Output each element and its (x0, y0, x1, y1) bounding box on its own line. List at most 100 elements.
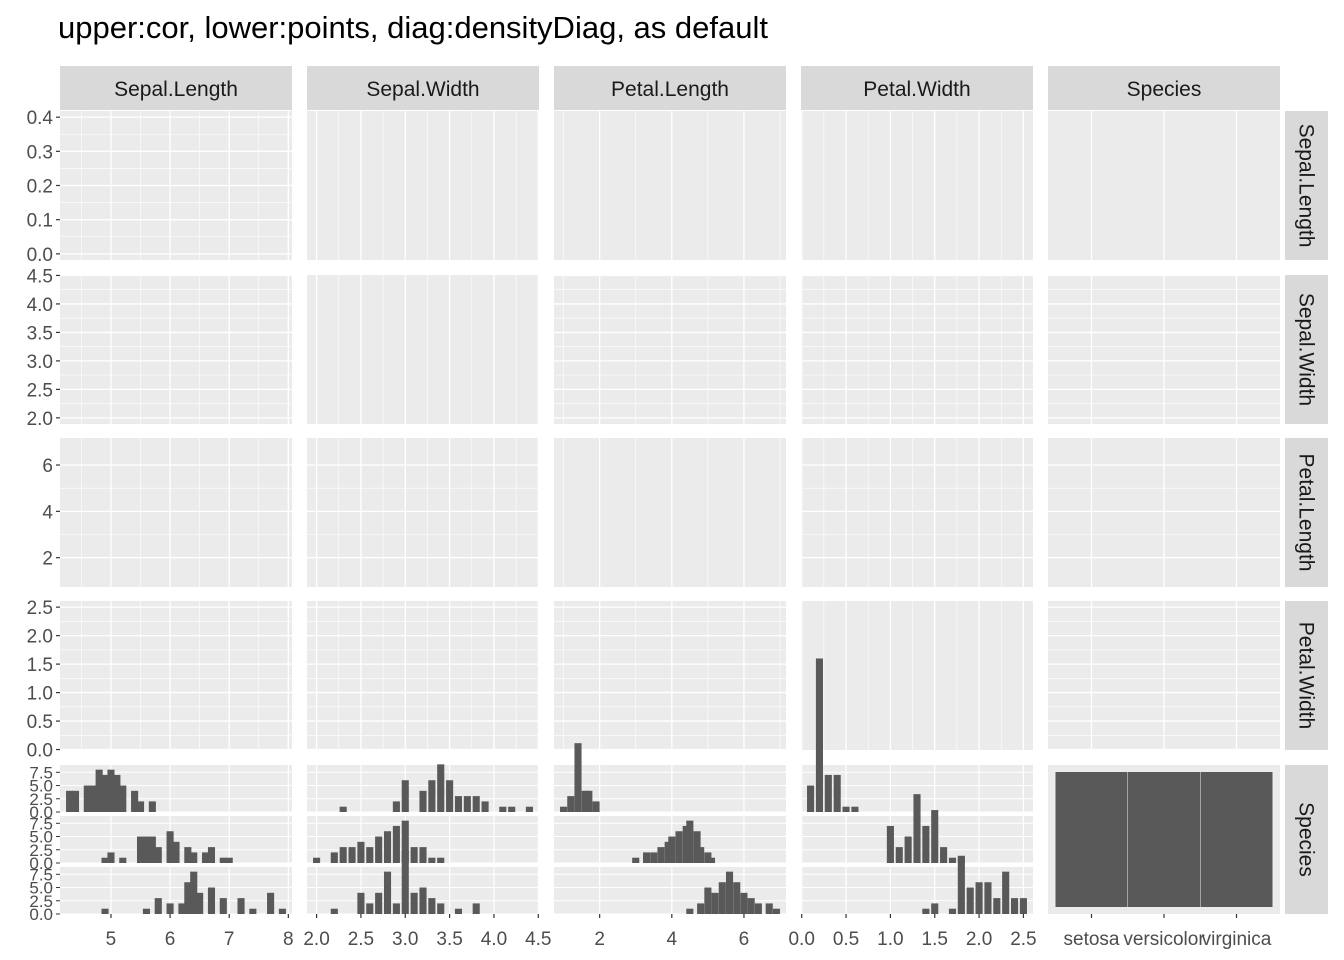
histogram-bar (219, 898, 227, 914)
histogram-bar (267, 892, 275, 914)
histogram-bar (113, 774, 121, 812)
strip-right-label: Sepal.Length (1295, 124, 1318, 248)
histogram-bar (733, 882, 741, 914)
strip-right-species (1285, 765, 1328, 914)
panel-species-vs-sepal-width (307, 764, 539, 915)
histogram-bar (196, 892, 204, 914)
histogram-bar (401, 780, 409, 812)
y-tick-label: 0.0 (27, 741, 53, 762)
strip-top-petal-length (554, 66, 786, 110)
histogram-bar (481, 801, 489, 812)
facet-bg (60, 867, 292, 914)
strip-top-sepal-length (60, 66, 292, 110)
histogram-bar (437, 764, 445, 812)
histogram-bar (148, 801, 156, 812)
histogram-bar (525, 806, 533, 812)
strip-top-label: Species (1127, 78, 1202, 101)
x-tick-label: 0.0 (788, 929, 814, 950)
panel-bg (801, 111, 1033, 260)
histogram-bar (772, 908, 780, 914)
histogram-bar (339, 806, 347, 812)
histogram-bar (851, 806, 859, 812)
y-tick-label: 7.5 (29, 814, 53, 833)
panel-bg (554, 111, 786, 260)
strip-right-label: Sepal.Width (1295, 293, 1318, 406)
panel-bg (554, 438, 786, 587)
histogram-bar (392, 903, 400, 914)
x-tick-label: 5 (106, 929, 117, 950)
y-tick-label: 6 (42, 456, 53, 477)
y-tick-label: 5.0 (29, 828, 53, 847)
histogram-bar (190, 852, 198, 863)
x-tick-label: 2.0 (303, 929, 329, 950)
histogram-bar (567, 796, 575, 812)
histogram-bar (833, 774, 841, 812)
histogram-bar (428, 898, 436, 914)
y-tick-label: 0.0 (27, 245, 53, 266)
histogram-bar (581, 790, 589, 812)
histogram-bar (454, 796, 463, 812)
histogram-bar (975, 882, 983, 914)
histogram-bar (89, 785, 97, 812)
x-tick-label: 3.0 (392, 929, 418, 950)
strip-right-petal-width (1285, 601, 1328, 750)
panel-species-vs-petal-length (554, 743, 786, 915)
strip-right-label: Petal.Length (1295, 454, 1318, 572)
y-tick-label: 1.5 (27, 655, 53, 676)
species-bar (1200, 772, 1273, 907)
histogram-bar (148, 836, 156, 863)
histogram-bar (178, 903, 186, 914)
histogram-bar (357, 841, 365, 863)
histogram-bar (136, 836, 145, 863)
panel-species-vs-sepal-length (60, 765, 292, 915)
histogram-bar (249, 908, 257, 914)
histogram-bar (499, 806, 507, 812)
histogram-bar (166, 903, 174, 914)
histogram-bar (643, 852, 651, 863)
y-tick-label: 3.5 (27, 323, 53, 344)
y-tick-label: 2.0 (27, 409, 53, 430)
histogram-bar (574, 743, 582, 812)
histogram-bar (657, 847, 665, 863)
y-tick-label: 4.5 (27, 266, 53, 287)
histogram-bar (693, 831, 701, 863)
histogram-bar (154, 898, 162, 914)
histogram-bar (1002, 871, 1010, 914)
y-tick-label: 2.5 (27, 598, 53, 619)
histogram-bar (410, 892, 418, 914)
histogram-bar (119, 785, 127, 812)
x-tick-label: 6 (739, 929, 750, 950)
panel-bg (307, 601, 539, 750)
histogram-bar (824, 774, 832, 812)
histogram-bar (446, 780, 454, 812)
panel-bg (60, 601, 292, 750)
histogram-bar (339, 847, 347, 863)
x-tick-label: setosa (1064, 929, 1120, 950)
histogram-bar (154, 847, 162, 863)
histogram-bar (650, 852, 658, 863)
histogram-bar (410, 847, 418, 863)
histogram-bar (166, 831, 174, 863)
x-tick-label: 6 (165, 929, 176, 950)
x-tick-label: 1.5 (922, 929, 948, 950)
histogram-bar (401, 850, 409, 914)
x-tick-label: 4.5 (525, 929, 551, 950)
histogram-bar (190, 871, 198, 914)
histogram-bar (101, 774, 109, 812)
histogram-bar (765, 903, 773, 914)
histogram-bar (904, 836, 912, 863)
histogram-bar (383, 831, 392, 863)
x-tick-label: 2.5 (348, 929, 374, 950)
histogram-bar (366, 903, 374, 914)
histogram-bar (172, 841, 180, 863)
histogram-bar (922, 825, 930, 863)
histogram-bar (704, 852, 712, 863)
strip-top-label: Petal.Width (863, 78, 970, 101)
species-bar (1128, 772, 1200, 907)
histogram-bar (437, 903, 445, 914)
histogram-bar (704, 887, 712, 914)
histogram-bar (560, 806, 568, 812)
histogram-bar (472, 903, 480, 914)
panel-bg (554, 601, 786, 750)
histogram-bar (119, 857, 127, 863)
